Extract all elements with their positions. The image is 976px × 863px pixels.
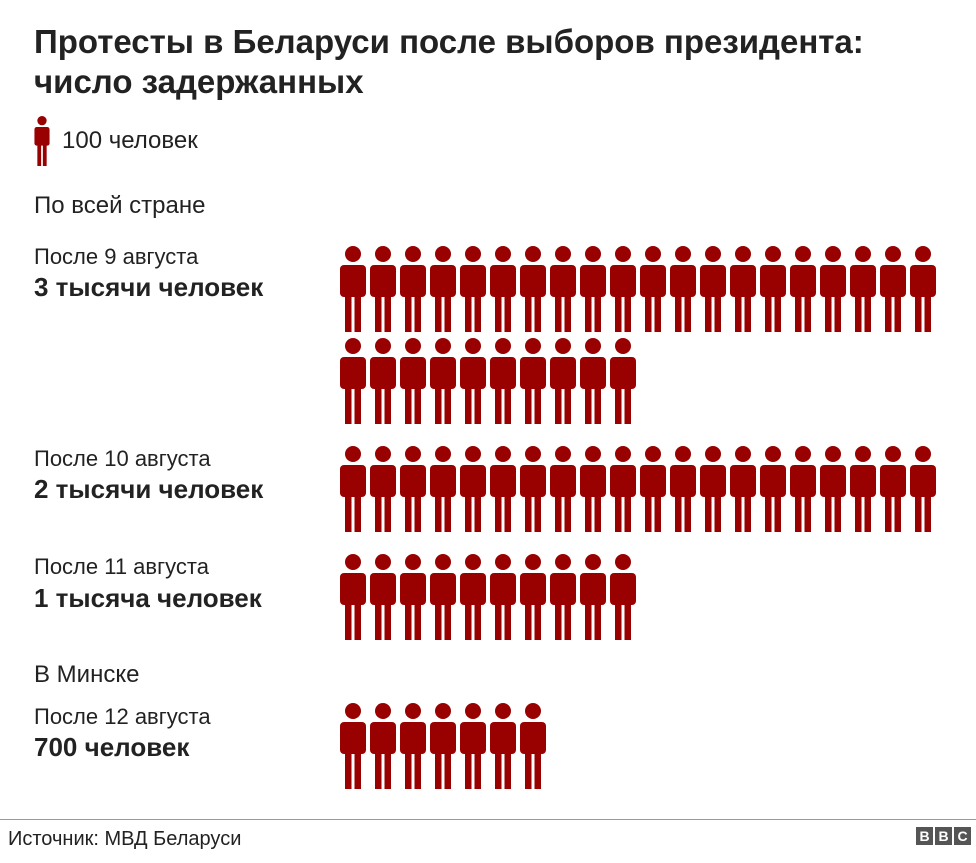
person-icon <box>400 246 426 332</box>
row-label-1: После 9 августа <box>34 244 199 269</box>
section-minsk: В Минске <box>34 661 140 688</box>
person-icon <box>490 554 516 640</box>
person-icon <box>370 246 396 332</box>
person-icon <box>430 246 456 332</box>
person-icon <box>520 703 546 789</box>
row-label-3: После 11 августа <box>34 554 209 579</box>
person-icon <box>520 554 546 640</box>
person-icon <box>520 338 546 424</box>
bbc-logo-letter: B <box>916 827 933 845</box>
person-icon <box>910 446 936 532</box>
person-icon <box>760 246 786 332</box>
person-icon <box>430 446 456 532</box>
person-icon <box>910 246 936 332</box>
person-icon <box>700 246 726 332</box>
row-value-1: 3 тысячи человек <box>34 272 264 302</box>
person-icon <box>400 338 426 424</box>
row-value-2: 2 тысячи человек <box>34 474 264 504</box>
person-icon <box>550 554 576 640</box>
person-icon <box>370 338 396 424</box>
person-icon <box>460 246 486 332</box>
bbc-logo: B B C <box>916 827 971 845</box>
person-icon <box>370 703 396 789</box>
person-icon <box>340 703 366 789</box>
person-icon <box>760 446 786 532</box>
section-country: По всей стране <box>34 192 206 219</box>
person-icon <box>430 338 456 424</box>
person-icon <box>400 703 426 789</box>
row-label-4: После 12 августа <box>34 704 211 729</box>
person-icon <box>340 554 366 640</box>
person-icon <box>610 554 636 640</box>
person-icon <box>670 246 696 332</box>
person-icon <box>790 246 816 332</box>
person-icon <box>580 446 606 532</box>
person-icon <box>670 446 696 532</box>
person-icon <box>340 246 366 332</box>
person-icon <box>34 116 50 166</box>
person-icon <box>730 246 756 332</box>
person-icon <box>610 338 636 424</box>
person-icon <box>610 446 636 532</box>
person-icon <box>490 446 516 532</box>
footer-divider <box>0 819 976 820</box>
person-icon <box>730 446 756 532</box>
person-icon <box>580 246 606 332</box>
person-icon <box>580 554 606 640</box>
person-icon <box>550 246 576 332</box>
person-icon <box>610 246 636 332</box>
person-icon <box>340 338 366 424</box>
person-icon <box>850 446 876 532</box>
row-value-4: 700 человек <box>34 732 190 762</box>
person-icon <box>370 446 396 532</box>
chart-title: Протесты в Беларуси после выборов презид… <box>34 23 864 100</box>
person-icon <box>520 446 546 532</box>
person-icon <box>460 338 486 424</box>
row-label-2: После 10 августа <box>34 446 211 471</box>
person-icon <box>370 554 396 640</box>
person-icon <box>640 446 666 532</box>
bbc-logo-letter: B <box>935 827 952 845</box>
person-icon <box>430 703 456 789</box>
person-icon <box>490 338 516 424</box>
person-icon <box>430 554 456 640</box>
person-icon <box>340 446 366 532</box>
person-icon <box>490 703 516 789</box>
person-icon <box>580 338 606 424</box>
person-icon <box>640 246 666 332</box>
person-icon <box>400 446 426 532</box>
person-icon <box>490 246 516 332</box>
row-value-3: 1 тысяча человек <box>34 583 262 613</box>
person-icon <box>460 703 486 789</box>
person-icon <box>820 446 846 532</box>
person-icon <box>460 446 486 532</box>
source-note: Источник: МВД Беларуси <box>8 828 242 850</box>
person-icon <box>550 338 576 424</box>
person-icon <box>880 446 906 532</box>
person-icon <box>400 554 426 640</box>
person-icon <box>460 554 486 640</box>
person-icon <box>820 246 846 332</box>
person-icon <box>550 446 576 532</box>
person-icon <box>880 246 906 332</box>
bbc-logo-letter: C <box>954 827 971 845</box>
person-icon <box>790 446 816 532</box>
person-icon <box>850 246 876 332</box>
person-icon <box>520 246 546 332</box>
legend-label: 100 человек <box>62 127 198 154</box>
person-icon <box>700 446 726 532</box>
